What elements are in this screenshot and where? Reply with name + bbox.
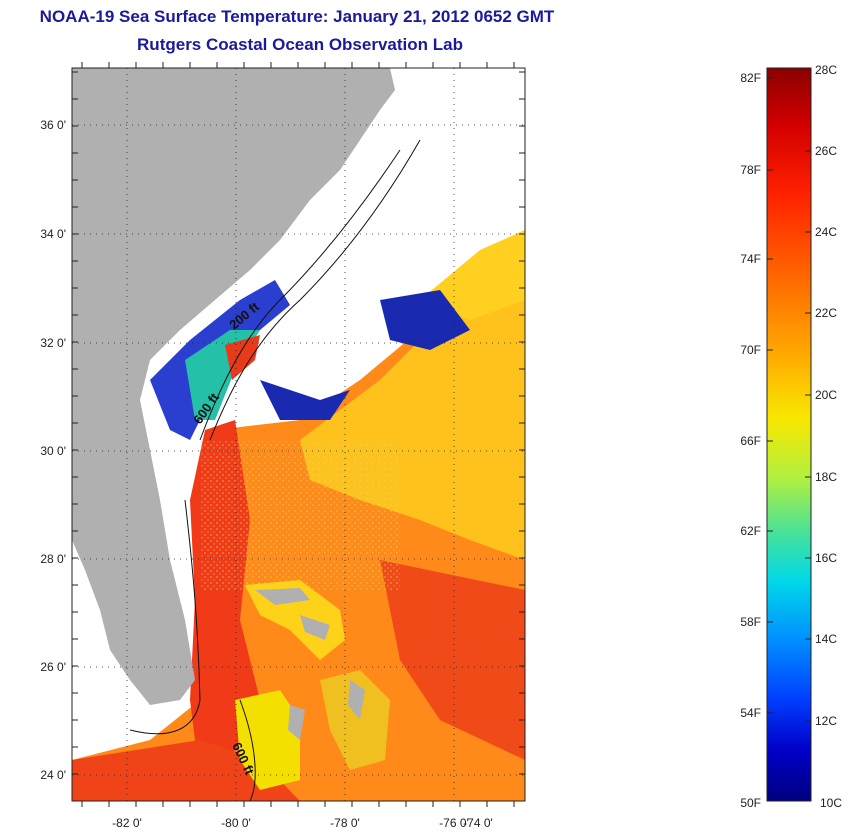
depth-contour-600ft	[209, 139, 421, 441]
scale-f-58: 58F	[740, 615, 761, 629]
warm-eddy	[225, 335, 260, 380]
lat-label-36: 36 0'	[40, 118, 66, 132]
axis-ticks	[72, 62, 525, 807]
scale-f-70: 70F	[740, 343, 761, 357]
lon-label-82: -82 0'	[112, 816, 142, 830]
scale-c-26: 26C	[815, 144, 837, 158]
depth-contour-200ft	[199, 149, 401, 441]
depth-contour-florida	[129, 499, 201, 735]
lat-label-24: 24 0'	[40, 768, 66, 782]
scale-f-78: 78F	[740, 163, 761, 177]
depth-contour-straits	[239, 699, 256, 801]
eleuthera-island	[348, 680, 365, 720]
lat-label-34: 34 0'	[40, 227, 66, 241]
lon-label-76: -76 0'	[439, 816, 469, 830]
lon-label-74: -74 0'	[463, 816, 493, 830]
scale-f-62: 62F	[740, 524, 761, 538]
map-title: NOAA-19 Sea Surface Temperature: January…	[39, 7, 555, 26]
scale-f-50: 50F	[740, 796, 761, 810]
speckle-area	[200, 440, 400, 590]
lat-label-28: 28 0'	[40, 552, 66, 566]
map-subtitle: Rutgers Coastal Ocean Observation Lab	[137, 35, 463, 54]
southeast-warm-water	[380, 560, 525, 760]
scale-c-20: 20C	[815, 388, 837, 402]
cold-patch-mid	[260, 380, 350, 420]
offshore-water-north	[420, 230, 525, 320]
lat-label-32: 32 0'	[40, 336, 66, 350]
color-scale-bar	[766, 67, 812, 802]
scale-f-82: 82F	[740, 71, 761, 85]
scale-c-12: 12C	[815, 714, 837, 728]
exuma-bank	[320, 670, 390, 770]
scale-c-10: 10C	[820, 796, 842, 810]
land-mass	[72, 68, 395, 705]
lon-label-78: -78 0'	[330, 816, 360, 830]
scale-c-24: 24C	[815, 225, 837, 239]
cold-patch-north	[380, 290, 470, 350]
andros-island	[288, 705, 305, 740]
lon-label-80: -80 0'	[221, 816, 251, 830]
scale-c-18: 18C	[815, 470, 837, 484]
scale-f-74: 74F	[740, 252, 761, 266]
lat-label-30: 30 0'	[40, 444, 66, 458]
scale-c-22: 22C	[815, 306, 837, 320]
map-area: 200 ft 600 ft 600 ft	[72, 68, 525, 801]
scale-f-54: 54F	[740, 706, 761, 720]
grand-bahama-island	[255, 588, 310, 605]
lat-label-26: 26 0'	[40, 660, 66, 674]
great-bahama-bank	[235, 690, 300, 790]
color-scale-ticks	[767, 77, 811, 722]
scale-c-16: 16C	[815, 551, 837, 565]
scale-c-28: 28C	[815, 63, 837, 77]
abaco-island	[300, 615, 330, 640]
scale-c-14: 14C	[815, 632, 837, 646]
graticule	[72, 68, 525, 801]
scale-f-66: 66F	[740, 434, 761, 448]
